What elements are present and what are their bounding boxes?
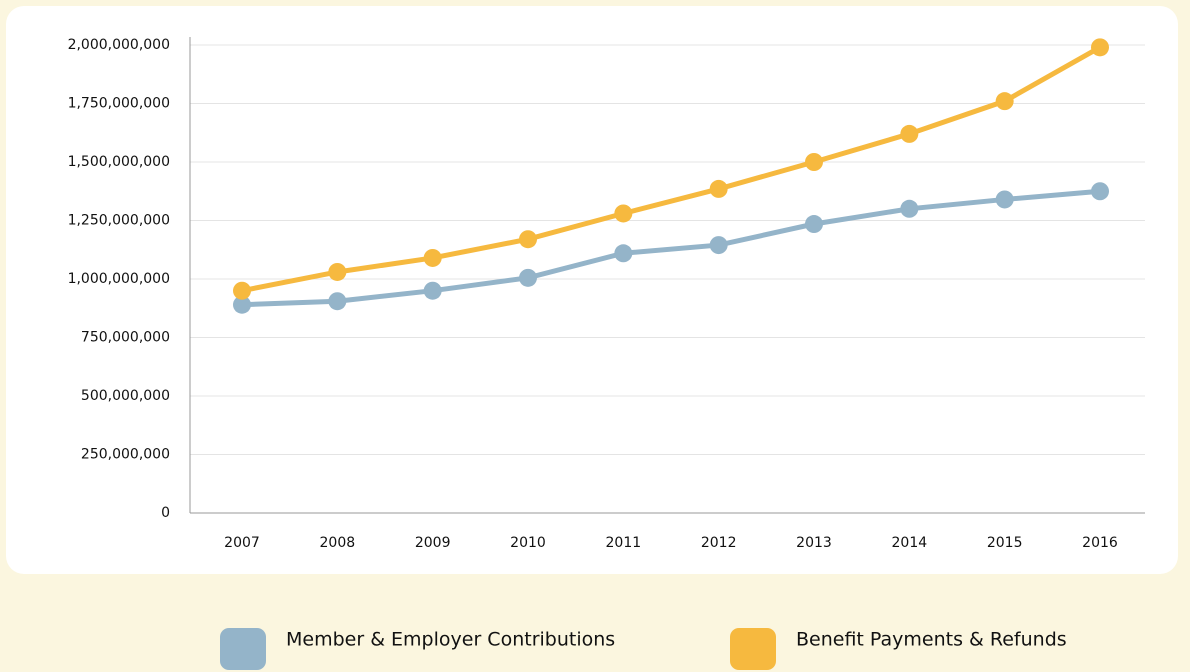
legend-label: Benefit Payments & Refunds [796, 629, 1067, 651]
y-tick-label: 1,750,000,000 [68, 96, 170, 112]
point [900, 199, 919, 218]
point [328, 262, 347, 281]
x-tick-label: 2010 [510, 535, 546, 551]
x-tick-label: 2011 [606, 535, 642, 551]
point [805, 215, 823, 234]
y-tick-label: 1,000,000,000 [68, 271, 170, 287]
legend-swatch [220, 628, 266, 670]
x-tick-label: 2009 [415, 535, 451, 551]
y-tick-label: 0 [161, 505, 170, 521]
y-tick-label: 1,500,000,000 [68, 154, 170, 170]
y-tick-label: 2,000,000,000 [68, 37, 170, 53]
point [423, 248, 442, 267]
point [995, 190, 1014, 209]
point [519, 268, 537, 287]
point [423, 281, 442, 300]
legend-swatch [730, 628, 776, 670]
x-tick-label: 2008 [320, 535, 356, 551]
point [233, 281, 251, 300]
y-tick-label: 500,000,000 [81, 388, 170, 404]
card [6, 6, 1178, 574]
point [995, 92, 1014, 111]
point [233, 295, 251, 314]
legend-label: Member & Employer Contributions [286, 629, 615, 651]
point [709, 179, 728, 198]
x-tick-label: 2014 [892, 535, 928, 551]
point [709, 236, 728, 255]
x-tick-label: 2007 [224, 535, 260, 551]
point [328, 292, 347, 311]
point [614, 204, 633, 223]
point [1091, 182, 1109, 201]
point [1091, 38, 1109, 57]
point [900, 124, 919, 143]
series-line [241, 188, 1101, 308]
x-tick-label: 2013 [796, 535, 832, 551]
y-tick-label: 750,000,000 [81, 330, 170, 346]
point [805, 153, 823, 171]
series-line [241, 45, 1102, 294]
y-tick-label: 250,000,000 [81, 447, 170, 463]
point [614, 244, 633, 263]
x-tick-label: 2012 [701, 535, 737, 551]
y-tick-label: 1,250,000,000 [68, 213, 170, 229]
x-tick-label: 2016 [1082, 535, 1118, 551]
x-tick-label: 2015 [987, 535, 1023, 551]
point [519, 230, 537, 249]
